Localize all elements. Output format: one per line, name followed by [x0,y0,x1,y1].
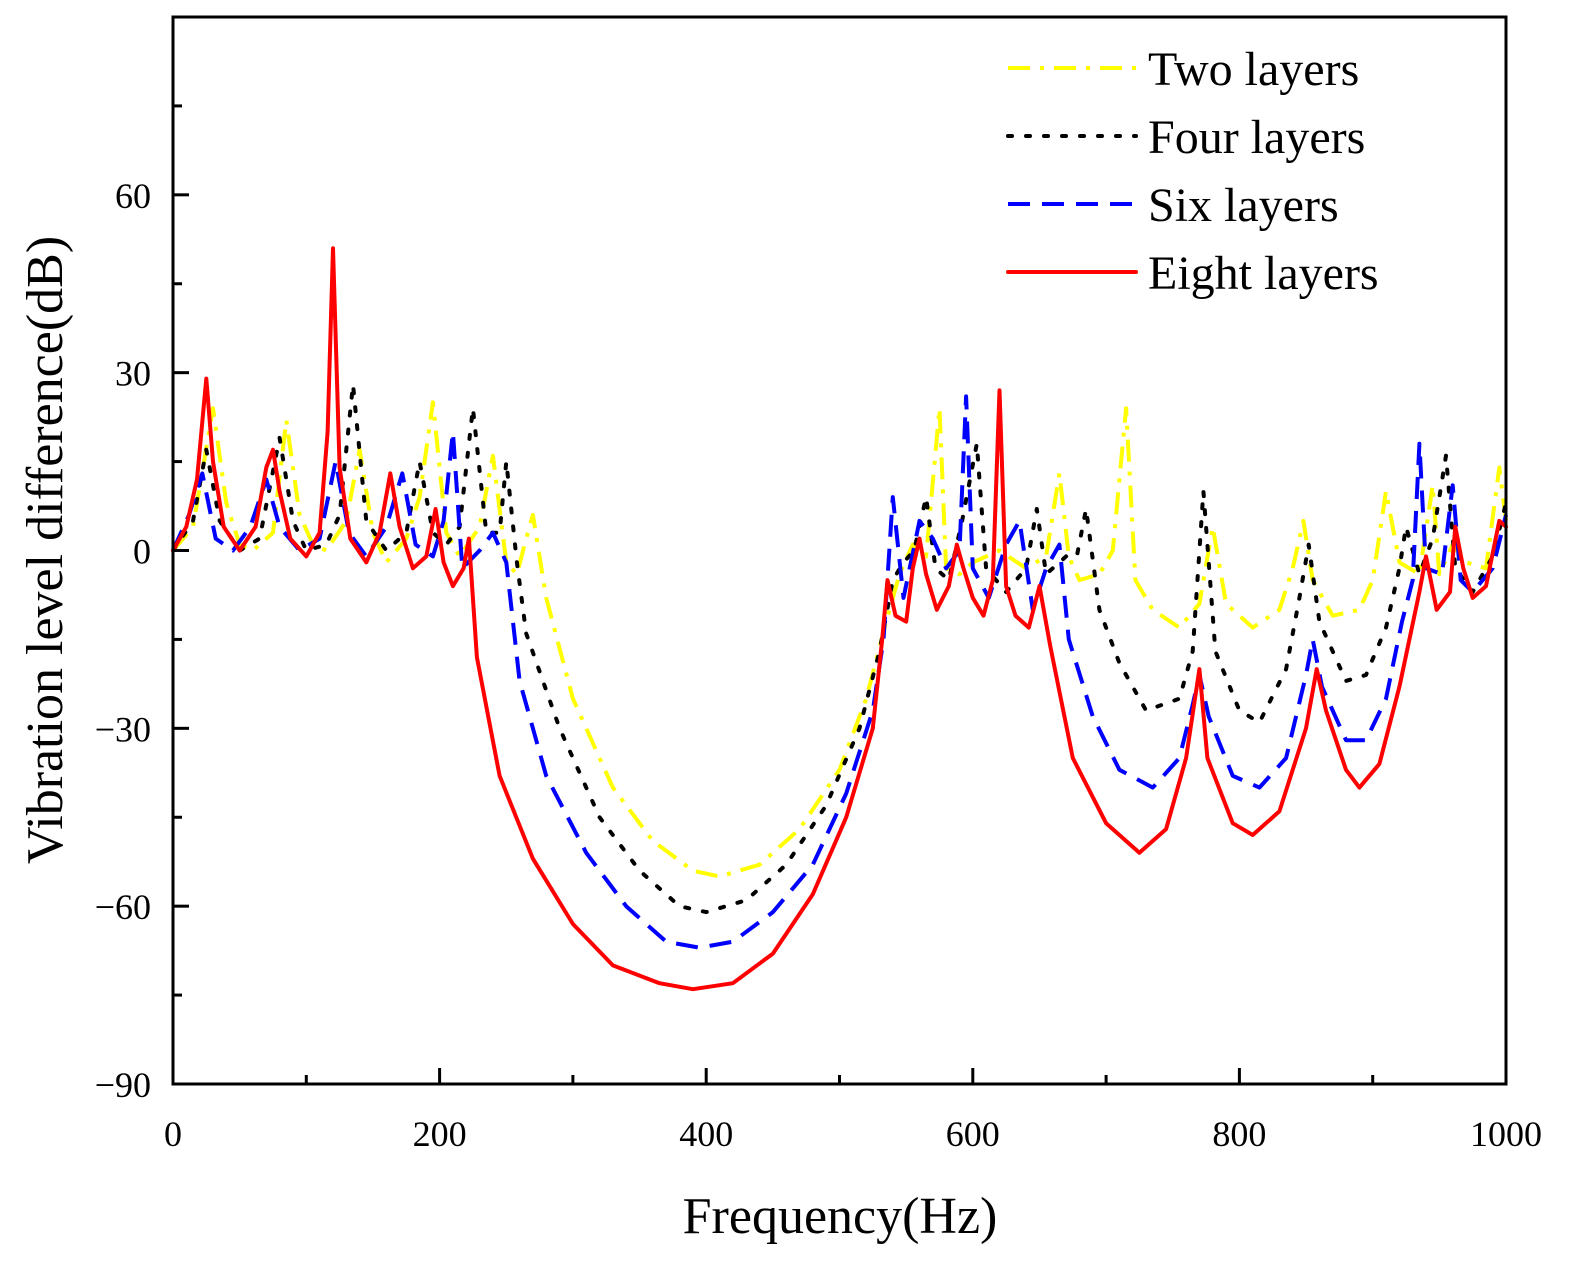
x-axis-title: Frequency(Hz) [683,1188,998,1245]
series-layer [171,246,1508,992]
x-tick-label: 400 [679,1114,733,1154]
legend-entry-3: Eight layers [1006,247,1379,300]
series-line-0 [171,400,1508,879]
legend-label-3: Eight layers [1148,247,1379,300]
x-tick-label: 0 [164,1114,182,1154]
x-tick-label: 200 [413,1114,467,1154]
x-tick-label: 1000 [1470,1114,1542,1154]
y-tick-label: 30 [115,354,151,394]
y-axis-title: Vibration level difference(dB) [17,236,74,864]
legend-label-0: Two layers [1148,43,1359,96]
y-tick-label: −90 [95,1065,151,1105]
legend-label-2: Six layers [1148,179,1339,232]
y-tick-label: −60 [95,887,151,927]
legend-entry-2: Six layers [1008,179,1339,232]
series-line-2 [171,394,1508,950]
x-tick-label: 600 [946,1114,1000,1154]
x-tick-label: 800 [1212,1114,1266,1154]
y-tick-label: −30 [95,709,151,749]
y-tick-label: 60 [115,176,151,216]
legend-entry-1: Four layers [1006,111,1365,164]
legend-label-1: Four layers [1148,111,1365,164]
series-line-3 [171,246,1508,992]
legend-entry-0: Two layers [1008,43,1359,96]
y-tick-label: 0 [133,532,151,572]
ticks-layer: 0 200 400 600 800 1000 −90 −60 −30 0 30 60 [95,104,1542,1154]
legend: Two layers Four layers Six layers Eight lay… [1006,43,1379,300]
